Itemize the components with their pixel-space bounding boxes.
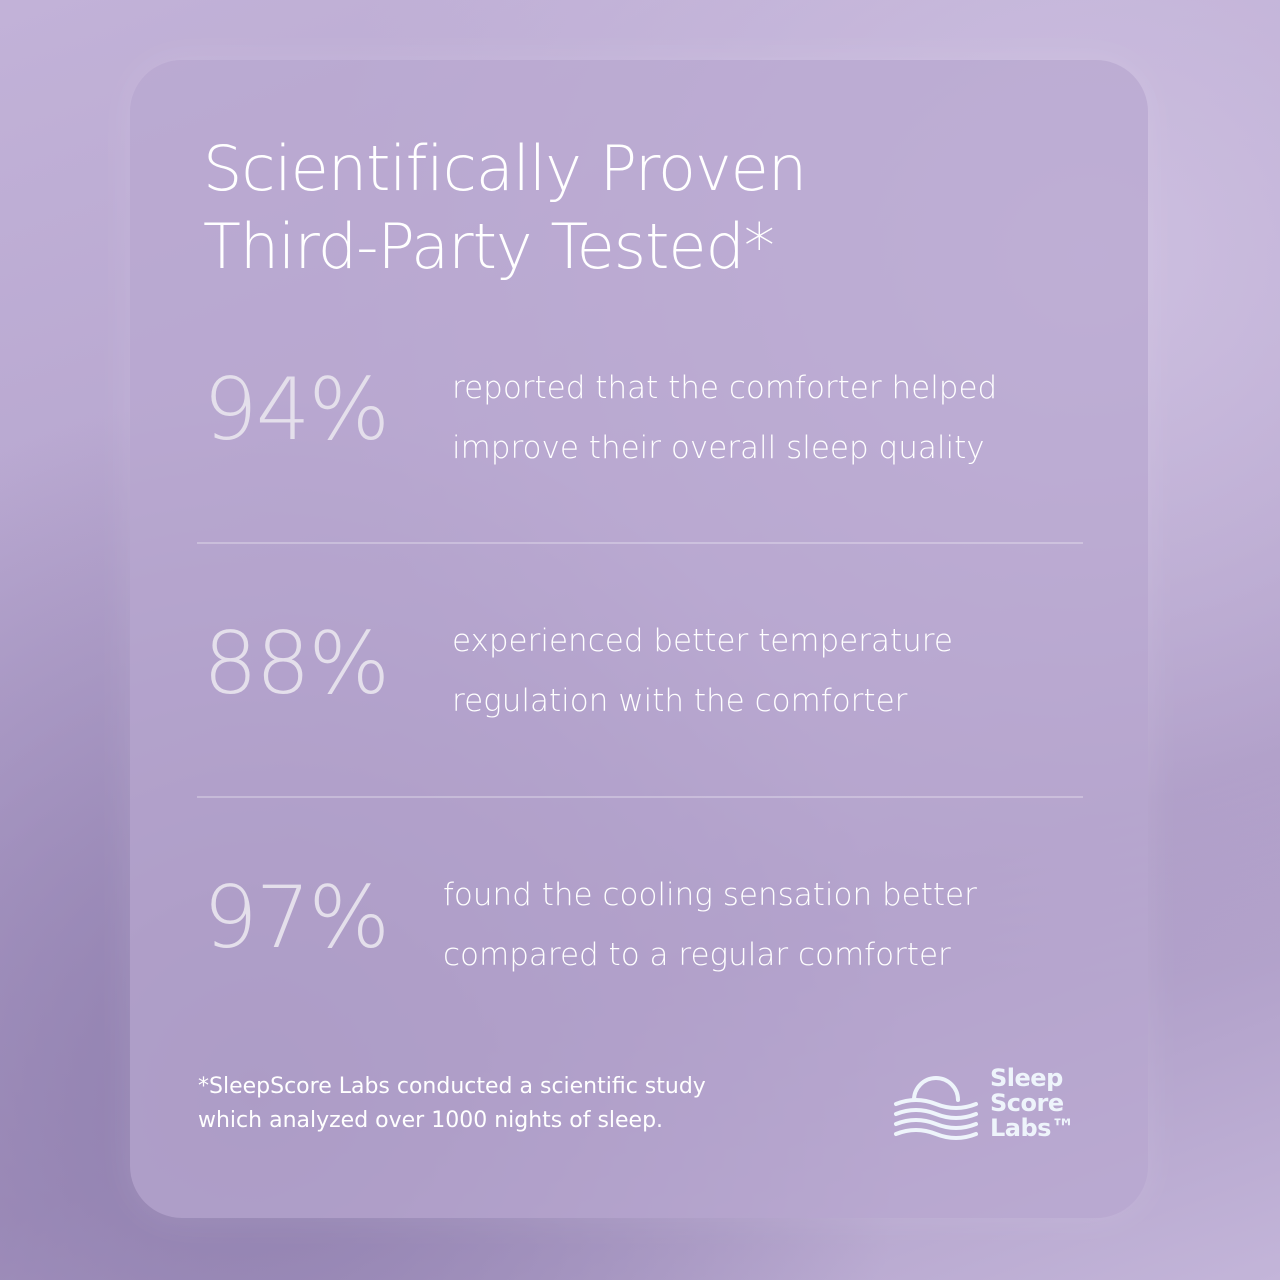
logo-text: Sleep Score Labs™ (990, 1064, 1075, 1142)
line: Score (990, 1089, 1064, 1117)
logo-icon (894, 1076, 978, 1140)
title-line: Third-Party Tested* (203, 210, 775, 283)
card (130, 60, 1148, 1218)
line: improve their overall sleep quality (452, 430, 985, 466)
line: which analyzed over 1000 nights of sleep… (198, 1108, 664, 1133)
title-line: Scientifically Proven (203, 132, 807, 205)
stat-description: reported that the comforter helped improv… (452, 358, 997, 478)
stat-description: found the cooling sensation better compar… (443, 865, 977, 985)
divider (197, 796, 1083, 798)
stat-value: 97% (203, 868, 390, 968)
stat-value: 88% (203, 614, 390, 714)
divider (197, 542, 1083, 544)
stat-description: experienced better temperature regulation… (452, 611, 953, 731)
line: Labs™ (990, 1114, 1075, 1142)
footnote: *SleepScore Labs conducted a scientific … (198, 1070, 706, 1138)
line: Sleep (990, 1064, 1063, 1092)
line: regulation with the comforter (452, 683, 908, 719)
line: compared to a regular comforter (443, 937, 951, 973)
line: reported that the comforter helped (452, 370, 998, 406)
line: experienced better temperature (452, 623, 953, 659)
line: *SleepScore Labs conducted a scientific … (198, 1074, 706, 1099)
stat-value: 94% (203, 360, 390, 460)
line: found the cooling sensation better (443, 877, 977, 913)
